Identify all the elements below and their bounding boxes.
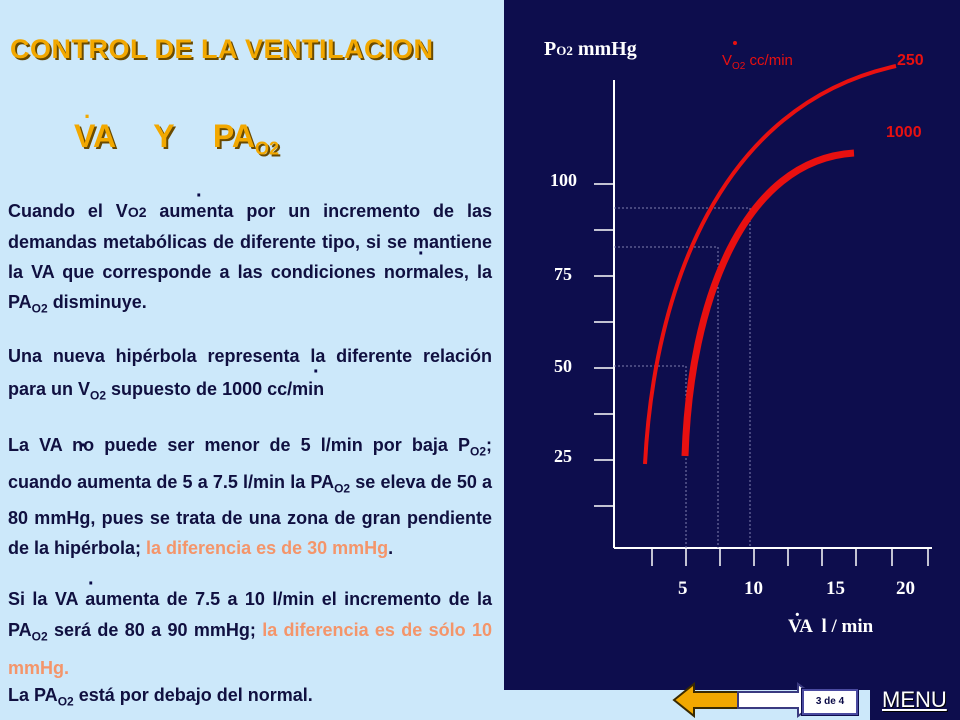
subtitle-va: VA: [74, 118, 115, 154]
highlight-10: la diferencia es de sólo 10 mmHg.: [8, 620, 492, 678]
y-tick-label: 50: [554, 356, 572, 376]
highlight-30: la diferencia es de 30 mmHg: [146, 538, 389, 559]
menu-button[interactable]: MENU: [870, 682, 960, 720]
guide-lines: [614, 207, 751, 548]
y-axis-ticks: [594, 183, 614, 507]
curve-vo2-1000: [681, 149, 855, 457]
dot-accent: ·: [794, 604, 801, 626]
subtitle: VA Y PAO2: [74, 118, 279, 159]
curve-1000-label: 1000: [886, 124, 922, 141]
paragraph-5: La PAO2 está por debajo del normal.: [8, 685, 313, 709]
dot-accent: ·: [418, 243, 425, 265]
ventilation-graph: [594, 41, 932, 566]
page-indicator: 3 de 4: [801, 688, 859, 716]
x-tick-label: 5: [678, 578, 688, 599]
y-tick-label: 25: [554, 446, 572, 466]
paragraph-2: Una nueva hipérbola representa la difere…: [8, 346, 492, 403]
curve-250-label: 250: [897, 52, 924, 69]
dot-accent: ·: [88, 573, 95, 595]
x-axis-ticks: [651, 548, 929, 566]
dot-accent: ·: [80, 435, 87, 457]
y-axis-label: PO2 mmHg: [544, 38, 637, 60]
paragraph-3: La VA no puede ser menor de 5 l/min por …: [8, 435, 493, 559]
paragraph-4: Si la VA aumenta de 7.5 a 10 l/min el in…: [8, 589, 492, 678]
dot-accent: ·: [313, 361, 320, 383]
dot-accent: [733, 41, 737, 45]
vo2-label: VO2 cc/min: [722, 52, 793, 72]
x-tick-label: 10: [744, 578, 763, 599]
paragraph-1: Cuando el VO2 aumenta por un incremento …: [8, 201, 492, 316]
graph-panel: PO2 mmHg VO2 cc/min 250 1000 100 75 50 2…: [504, 0, 960, 690]
x-axis-label: VA l / min: [788, 616, 874, 637]
page-title: CONTROL DE LA VENTILACION: [10, 34, 434, 64]
menu-label: MENU: [882, 687, 947, 712]
x-tick-label: 20: [896, 578, 915, 599]
x-tick-label: 15: [826, 578, 845, 599]
dot-accent: ·: [196, 185, 203, 207]
subtitle-y: Y: [153, 118, 174, 154]
subtitle-pa: PAO2: [212, 118, 279, 159]
dot-accent: ·: [84, 104, 92, 129]
y-tick-label: 100: [550, 170, 577, 190]
curve-vo2-250: [643, 64, 897, 465]
y-tick-label: 75: [554, 264, 572, 284]
